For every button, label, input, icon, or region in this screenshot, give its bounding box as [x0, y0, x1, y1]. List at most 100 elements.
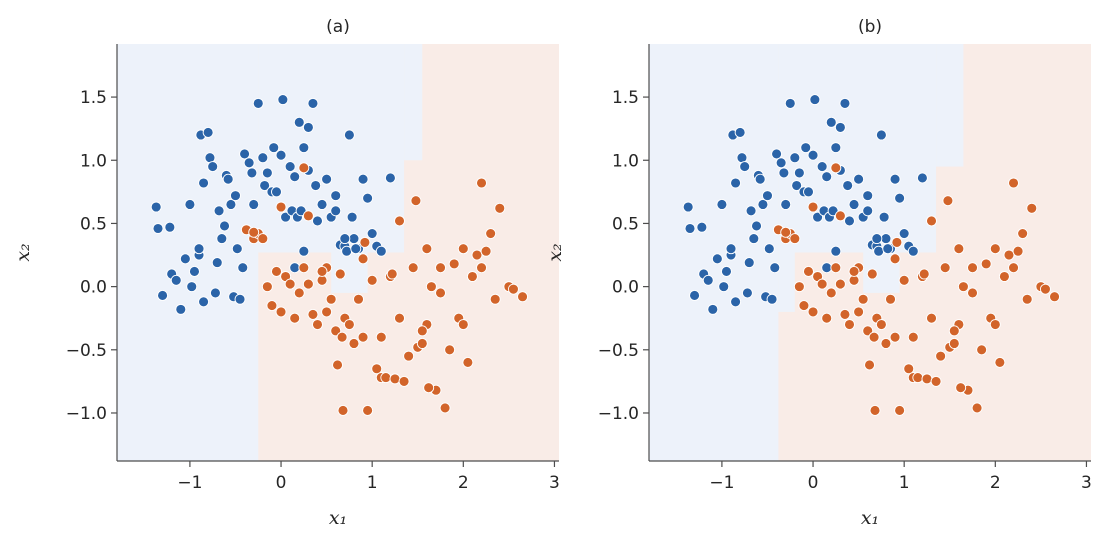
point-class1 — [912, 372, 924, 384]
point-class1 — [967, 262, 978, 274]
point-class1 — [1012, 245, 1024, 257]
point-class0 — [771, 148, 783, 160]
region-class0-4 — [778, 252, 795, 312]
point-class1 — [857, 293, 869, 305]
point-class1 — [898, 274, 910, 286]
point-class1 — [1003, 249, 1015, 261]
point-class1 — [976, 344, 988, 356]
point-class1 — [398, 375, 410, 387]
point-class1 — [394, 215, 405, 227]
point-class1 — [302, 210, 314, 222]
point-class1 — [866, 268, 878, 280]
point-class1 — [261, 281, 273, 293]
point-class1 — [998, 271, 1010, 282]
point-class0 — [186, 281, 198, 293]
point-class1 — [403, 350, 415, 362]
series-class0 — [682, 94, 928, 315]
point-class0 — [842, 180, 854, 191]
point-class1 — [921, 373, 933, 385]
point-class0 — [248, 199, 260, 210]
point-class0 — [366, 228, 378, 239]
point-class1 — [435, 287, 446, 299]
chart-panel-1: −1 0 1 2 3 −1.0 −0.5 0.0 0.5 1.0 1.5 (a) x₁ x₂ — [12, 17, 560, 529]
point-class1 — [989, 319, 1001, 330]
point-class0 — [748, 233, 760, 245]
point-class0 — [803, 186, 814, 198]
point-class1 — [891, 236, 903, 248]
x-tick-label: 0 — [276, 473, 287, 493]
point-class1 — [275, 306, 287, 318]
point-class0 — [754, 173, 766, 185]
point-class0 — [271, 186, 282, 198]
point-class1 — [485, 228, 497, 239]
x-tick-label: 0 — [808, 473, 819, 493]
point-class1 — [302, 278, 314, 290]
point-class0 — [341, 245, 353, 257]
y-tick-label: 1.0 — [612, 151, 639, 171]
point-class1 — [994, 356, 1006, 368]
point-class1 — [1026, 202, 1038, 214]
point-class1 — [476, 262, 487, 274]
x-axis-label: x₁ — [329, 507, 347, 529]
point-class0 — [769, 262, 781, 274]
point-class1 — [316, 266, 328, 277]
point-class1 — [476, 177, 487, 189]
point-class1 — [848, 266, 860, 277]
x-tick-label: 3 — [549, 473, 560, 493]
point-class1 — [298, 262, 310, 274]
point-class0 — [357, 173, 369, 185]
y-axis-label: x₂ — [544, 243, 566, 261]
point-class0 — [778, 167, 790, 179]
point-class1 — [394, 312, 405, 324]
series-class1 — [240, 162, 528, 416]
point-class0 — [289, 171, 301, 183]
point-class1 — [248, 226, 260, 238]
point-class0 — [830, 142, 842, 154]
point-class1 — [903, 363, 915, 375]
point-class0 — [821, 262, 833, 274]
point-class1 — [807, 306, 819, 318]
point-class1 — [435, 262, 446, 274]
point-class0 — [289, 262, 301, 274]
point-class1 — [1039, 283, 1051, 295]
point-class1 — [444, 344, 456, 356]
point-class0 — [307, 97, 319, 109]
point-class0 — [880, 233, 892, 245]
y-tick-label: −1.0 — [598, 404, 639, 424]
point-class0 — [898, 228, 910, 239]
point-class1 — [271, 266, 282, 277]
point-class1 — [807, 201, 819, 213]
point-class1 — [439, 402, 451, 414]
point-class0 — [689, 290, 701, 301]
point-class1 — [926, 312, 937, 324]
point-class0 — [873, 245, 885, 257]
y-tick-label: 0.5 — [80, 214, 107, 234]
point-class1 — [889, 253, 901, 265]
point-class0 — [198, 296, 210, 308]
point-class1 — [348, 338, 360, 349]
point-class1 — [853, 306, 865, 318]
point-class0 — [848, 199, 860, 210]
point-class0 — [816, 161, 828, 173]
point-class1 — [1017, 228, 1029, 239]
point-class1 — [471, 249, 483, 261]
x-tick-label: 1 — [899, 473, 910, 493]
x-tick-label: −1 — [709, 473, 734, 493]
point-class0 — [821, 171, 833, 183]
point-class1 — [325, 293, 337, 305]
point-class1 — [1021, 293, 1033, 305]
point-class0 — [745, 205, 757, 217]
point-class1 — [289, 312, 301, 324]
point-class0 — [916, 172, 928, 184]
point-class0 — [259, 180, 271, 191]
point-class0 — [298, 142, 310, 154]
x-tick-label: 2 — [458, 473, 469, 493]
x-axis-label: x₁ — [861, 507, 879, 529]
point-class0 — [800, 142, 812, 154]
point-class1 — [359, 236, 371, 248]
point-class0 — [766, 293, 778, 305]
point-class0 — [164, 221, 176, 233]
point-class0 — [230, 190, 241, 202]
point-class0 — [179, 253, 191, 265]
point-class1 — [821, 312, 833, 324]
